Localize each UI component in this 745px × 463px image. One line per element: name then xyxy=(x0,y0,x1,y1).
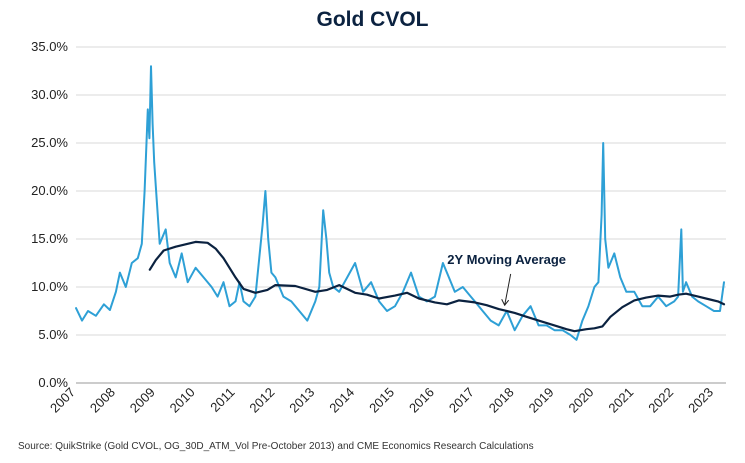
x-tick-label: 2015 xyxy=(366,385,397,416)
y-tick-label: 15.0% xyxy=(31,231,68,246)
x-tick-label: 2022 xyxy=(645,385,676,416)
x-tick-label: 2008 xyxy=(87,385,118,416)
gridlines xyxy=(76,46,726,336)
annotation-layer: 2Y Moving Average xyxy=(447,252,566,307)
x-tick-label: 2012 xyxy=(246,385,277,416)
y-axis: 0.0% 5.0% 10.0% 15.0% 20.0% 25.0% 30.0% 35.0% xyxy=(31,39,68,390)
cvol-line xyxy=(75,65,725,341)
source-note: Source: QuikStrike (Gold CVOL, OG_30D_AT… xyxy=(18,441,534,452)
x-tick-label: 2023 xyxy=(685,385,716,416)
x-tick-label: 2020 xyxy=(565,385,596,416)
y-tick-label: 10.0% xyxy=(31,279,68,294)
series-layer xyxy=(75,65,726,341)
annotation-arrow xyxy=(504,273,512,306)
y-tick-label: 0.0% xyxy=(38,375,68,390)
y-tick-label: 35.0% xyxy=(31,39,68,54)
x-tick-label: 2009 xyxy=(127,385,158,416)
x-tick-label: 2021 xyxy=(605,385,636,416)
y-tick-label: 5.0% xyxy=(38,327,68,342)
annotation-arrowhead xyxy=(501,299,510,307)
x-tick-label: 2016 xyxy=(406,385,437,416)
x-axis: 2007 2008 2009 2010 2011 2012 2013 2014 2015 2016… xyxy=(47,382,726,416)
x-tick-label: 2018 xyxy=(486,385,517,416)
moving-average-annotation: 2Y Moving Average xyxy=(447,252,566,267)
x-tick-label: 2013 xyxy=(286,385,317,416)
y-tick-label: 30.0% xyxy=(31,87,68,102)
x-tick-label: 2019 xyxy=(526,385,557,416)
y-tick-label: 25.0% xyxy=(31,135,68,150)
x-tick-label: 2011 xyxy=(207,385,237,415)
x-tick-label: 2014 xyxy=(326,385,357,416)
moving-average-line xyxy=(148,240,726,333)
x-tick-label: 2010 xyxy=(167,385,198,416)
chart-title: Gold CVOL xyxy=(316,8,429,31)
x-tick-label: 2017 xyxy=(446,385,477,416)
y-tick-label: 20.0% xyxy=(31,183,68,198)
